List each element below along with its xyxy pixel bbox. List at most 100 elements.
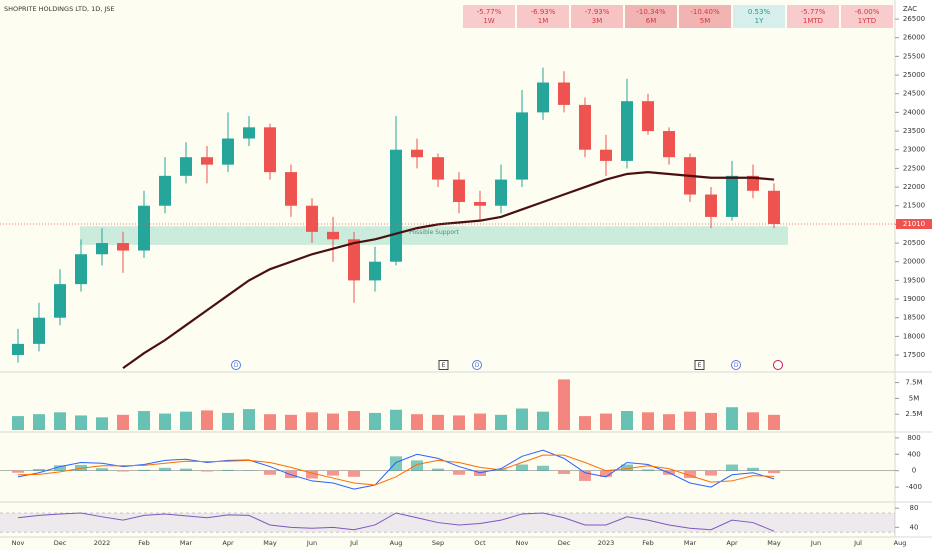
macd-histogram-bar: [264, 470, 276, 475]
support-label: Possible Support: [409, 229, 459, 236]
x-tick-label: Sep: [432, 539, 444, 547]
y-tick-label: 17500: [903, 351, 925, 359]
x-tick-label: Apr: [222, 539, 234, 547]
y-tick-label: 20000: [903, 258, 925, 266]
candle-body: [432, 157, 444, 180]
performance-box: [571, 5, 623, 28]
candle-body: [474, 201, 486, 206]
y-tick-label: 26000: [903, 34, 925, 42]
y-tick-label: 20500: [903, 239, 925, 247]
performance-change: -6.93%: [531, 8, 556, 16]
split-marker: [773, 360, 783, 370]
candle-body: [726, 175, 738, 217]
macd-histogram-bar: [54, 465, 66, 471]
x-tick-label: Mar: [684, 539, 697, 547]
x-tick-label: Jul: [349, 539, 358, 547]
earnings-marker: [438, 360, 449, 370]
x-tick-label: Jun: [306, 539, 317, 547]
rsi-line: [17, 512, 775, 532]
volume-bar: [348, 411, 360, 430]
performance-change: -7.93%: [585, 8, 610, 16]
candle-body: [222, 138, 234, 165]
candle-body: [138, 205, 150, 251]
macd-histogram-bar: [726, 464, 738, 471]
macd-histogram-bar: [180, 468, 192, 471]
performance-box: [787, 5, 839, 28]
candle-body: [495, 179, 507, 206]
volume-bar: [243, 409, 255, 430]
candle-body: [12, 343, 24, 356]
candle-body: [390, 149, 402, 262]
volume-bar: [411, 414, 423, 430]
volume-bar: [117, 414, 129, 430]
x-tick-label: 2022: [94, 539, 111, 547]
candle-body: [600, 149, 612, 161]
candle-body: [642, 101, 654, 132]
performance-change: -5.77%: [477, 8, 502, 16]
x-tick-label: Jul: [853, 539, 862, 547]
performance-box: [841, 5, 893, 28]
x-tick-label: Aug: [894, 539, 907, 547]
macd-histogram-bar: [390, 456, 402, 471]
performance-period: 1W: [483, 17, 494, 25]
y-tick-label: -400: [906, 483, 922, 491]
dividend-marker: [231, 360, 241, 370]
volume-bar: [306, 412, 318, 430]
performance-box: [679, 5, 731, 28]
volume-bar: [600, 413, 612, 430]
candle-body: [369, 261, 381, 281]
performance-box: [625, 5, 677, 28]
candle-body: [243, 127, 255, 139]
y-tick-label: 25500: [903, 52, 925, 60]
volume-bar: [579, 416, 591, 430]
y-tick-label: 22500: [903, 164, 925, 172]
volume-bar: [621, 411, 633, 430]
y-tick-label: 26500: [903, 15, 925, 23]
candle-body: [75, 254, 87, 285]
macd-histogram-bar: [117, 470, 129, 472]
volume-bar: [138, 411, 150, 430]
candle-body: [180, 157, 192, 176]
candle-body: [306, 205, 318, 232]
volume-bar: [516, 408, 528, 430]
earnings-marker: [694, 360, 705, 370]
event-label: D: [734, 362, 739, 369]
volume-bar: [75, 415, 87, 430]
x-tick-label: May: [263, 539, 277, 547]
candle-body: [621, 101, 633, 161]
last-price-label: 21010: [903, 220, 925, 228]
macd-line: [17, 454, 775, 486]
y-tick-label: 23500: [903, 127, 925, 135]
candle-body: [705, 194, 717, 217]
macd-histogram-bar: [621, 464, 633, 471]
performance-period: 3M: [592, 17, 603, 25]
candle-body: [411, 149, 423, 158]
x-tick-label: Feb: [642, 539, 654, 547]
y-tick-label: 0: [912, 467, 916, 475]
performance-period: 1Y: [755, 17, 764, 25]
volume-bar: [54, 412, 66, 430]
volume-bar: [285, 414, 297, 430]
volume-bar: [390, 409, 402, 430]
support-zone: [80, 226, 788, 245]
macd-histogram-bar: [12, 470, 24, 473]
macd-histogram-bar: [96, 468, 108, 471]
y-tick-label: 23000: [903, 146, 925, 154]
performance-period: 5M: [700, 17, 711, 25]
y-tick-label: 25000: [903, 71, 925, 79]
performance-change: -10.40%: [690, 8, 720, 16]
macd-histogram-bar: [474, 470, 486, 477]
performance-period: 6M: [646, 17, 657, 25]
candle-body: [663, 131, 675, 158]
volume-bar: [33, 414, 45, 430]
candle-body: [537, 82, 549, 113]
event-label: D: [475, 362, 480, 369]
y-tick-label: 21500: [903, 202, 925, 210]
macd-histogram-bar: [537, 465, 549, 471]
candle-body: [558, 82, 570, 105]
macd-histogram-bar: [768, 470, 780, 474]
macd-histogram-bar: [138, 469, 150, 471]
performance-box: [733, 5, 785, 28]
candle-body: [348, 239, 360, 281]
macd-histogram-bar: [558, 470, 570, 474]
